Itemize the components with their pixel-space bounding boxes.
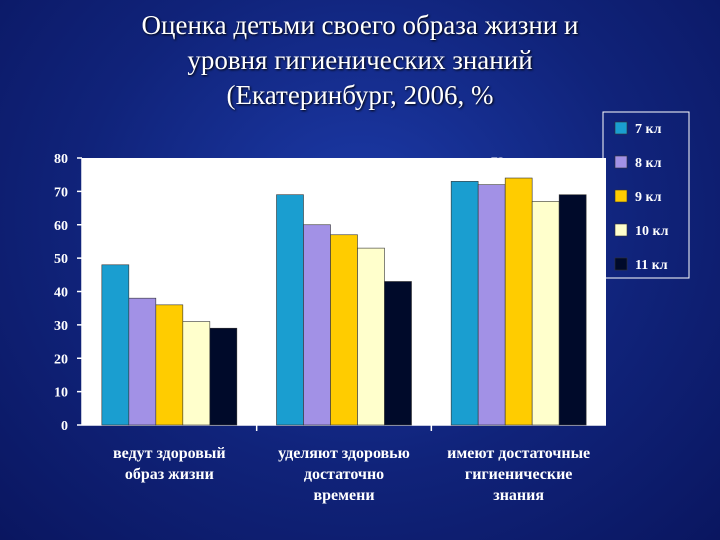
data-label: 60 (316, 196, 330, 211)
bar (504, 177, 533, 426)
bar (450, 181, 479, 426)
data-label: 38 (141, 269, 155, 284)
y-tick-label: 10 (54, 386, 68, 401)
bar (303, 224, 331, 426)
bar (101, 264, 130, 426)
category-label: образ жизни (125, 466, 214, 483)
data-label: 69 (283, 178, 297, 193)
bar (531, 201, 560, 426)
y-tick-label: 30 (54, 319, 68, 334)
legend-swatch (614, 155, 628, 169)
y-tick-label: 40 (54, 286, 68, 301)
data-label: 67 (545, 172, 559, 187)
title-line-1: Оценка детьми своего образа жизни и (141, 10, 579, 40)
data-label: 53 (370, 219, 384, 234)
bar (330, 234, 358, 426)
y-tick-label: 80 (54, 152, 68, 167)
data-label: 31 (195, 293, 209, 308)
bar (357, 247, 385, 426)
y-tick-label: 50 (54, 252, 68, 267)
legend-swatch (614, 189, 628, 203)
data-label: 69 (572, 178, 586, 193)
category-label: ведут здоровый (113, 445, 226, 462)
legend-swatch (614, 257, 628, 271)
legend-box (602, 111, 690, 279)
data-label: 72 (491, 156, 505, 171)
category-label: достаточно (304, 466, 384, 483)
bar (276, 194, 304, 426)
legend-swatch (614, 223, 628, 237)
data-label: 43 (397, 264, 411, 279)
legend-label: 9 кл (635, 190, 662, 205)
title-line-3: (Екатеринбург, 2006, % (226, 80, 494, 110)
data-label: 74 (518, 161, 532, 176)
y-tick-label: 0 (61, 419, 68, 434)
data-label: 36 (168, 288, 182, 303)
legend-label: 10 кл (635, 224, 669, 239)
bar (128, 297, 157, 426)
bar (155, 304, 184, 426)
bar (384, 281, 412, 426)
bar (209, 327, 238, 426)
y-tick-label: 60 (54, 219, 68, 234)
data-label: 29 (222, 311, 236, 326)
title-line-2: уровня гигиенических знаний (187, 45, 533, 75)
chart-title: Оценка детьми своего образа жизни и уров… (0, 8, 720, 113)
category-label: имеют достаточные (447, 445, 590, 462)
legend-label: 8 кл (635, 156, 662, 171)
category-label: уделяют здоровью (278, 445, 410, 462)
category-label: гигиенические (465, 466, 572, 483)
data-label: 57 (343, 218, 357, 233)
y-tick-label: 20 (54, 352, 68, 367)
bar (558, 194, 587, 426)
category-label: времени (313, 487, 374, 504)
bar (477, 184, 506, 426)
data-label: 48 (108, 248, 122, 263)
legend-swatch (614, 121, 628, 135)
data-label: 73 (458, 164, 472, 179)
legend-label: 7 кл (635, 122, 662, 137)
category-label: знания (493, 487, 544, 504)
legend-label: 11 кл (635, 258, 668, 273)
bar (182, 321, 211, 426)
y-tick-label: 70 (54, 185, 68, 200)
